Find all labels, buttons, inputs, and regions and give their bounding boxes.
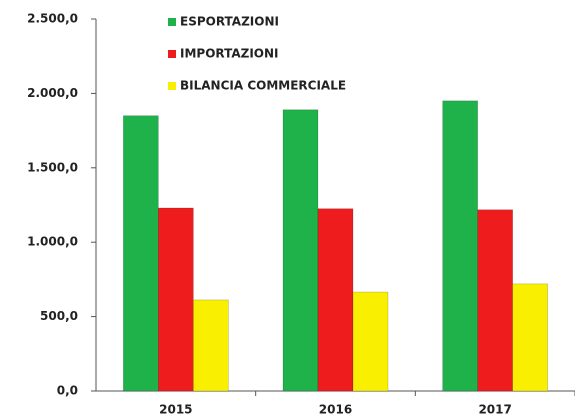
bar <box>158 207 194 392</box>
x-tick-label: 2016 <box>319 403 352 417</box>
y-tick-label: 2.000,0 <box>27 86 78 100</box>
legend-label: ESPORTAZIONI <box>180 15 279 29</box>
legend-label: IMPORTAZIONI <box>180 47 279 61</box>
bar <box>193 299 229 392</box>
legend-swatch <box>168 18 176 26</box>
legend-swatch <box>168 82 176 90</box>
bar <box>512 283 548 392</box>
y-tick-label: 500,0 <box>40 309 78 323</box>
bar <box>282 109 319 392</box>
bar <box>123 115 159 392</box>
bar <box>477 209 513 392</box>
y-tick-label: 1.000,0 <box>27 235 78 249</box>
legend-label: BILANCIA COMMERCIALE <box>180 79 346 93</box>
x-tick-label: 2017 <box>478 403 511 417</box>
y-tick-label: 1.500,0 <box>27 160 78 174</box>
y-tick-label: 0,0 <box>57 384 78 398</box>
y-tick-label: 2.500,0 <box>27 12 78 26</box>
bar <box>317 208 354 392</box>
bar <box>352 291 389 392</box>
bar <box>442 100 478 392</box>
x-tick-label: 2015 <box>159 403 192 417</box>
legend-swatch <box>168 50 176 58</box>
